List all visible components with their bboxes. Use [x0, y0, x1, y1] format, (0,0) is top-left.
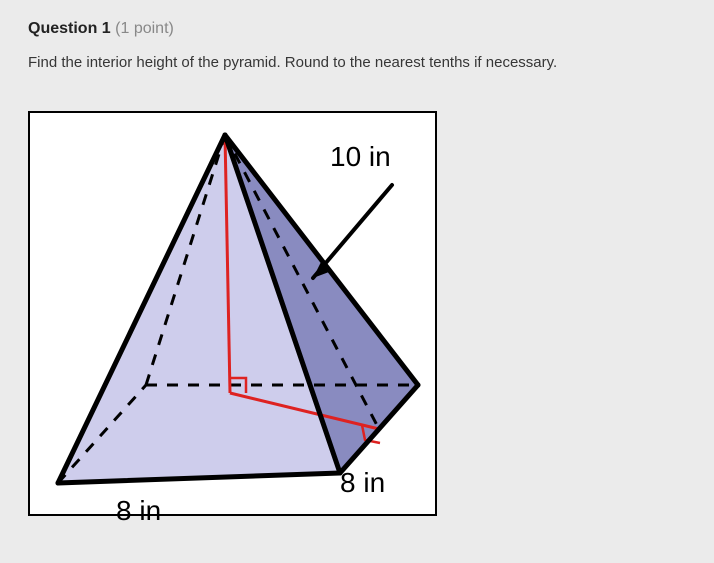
question-prompt: Find the interior height of the pyramid.…: [28, 54, 686, 71]
question-label: Question 1: [28, 20, 111, 37]
question-points: (1 point): [115, 20, 174, 37]
pyramid-figure: 10 in 8 in 8 in: [28, 111, 437, 516]
pyramid-svg: [30, 113, 435, 514]
label-base-front: 8 in: [340, 467, 385, 499]
label-slant-height: 10 in: [330, 141, 391, 173]
label-base-left: 8 in: [116, 495, 161, 527]
question-header: Question 1 (1 point): [28, 20, 686, 38]
